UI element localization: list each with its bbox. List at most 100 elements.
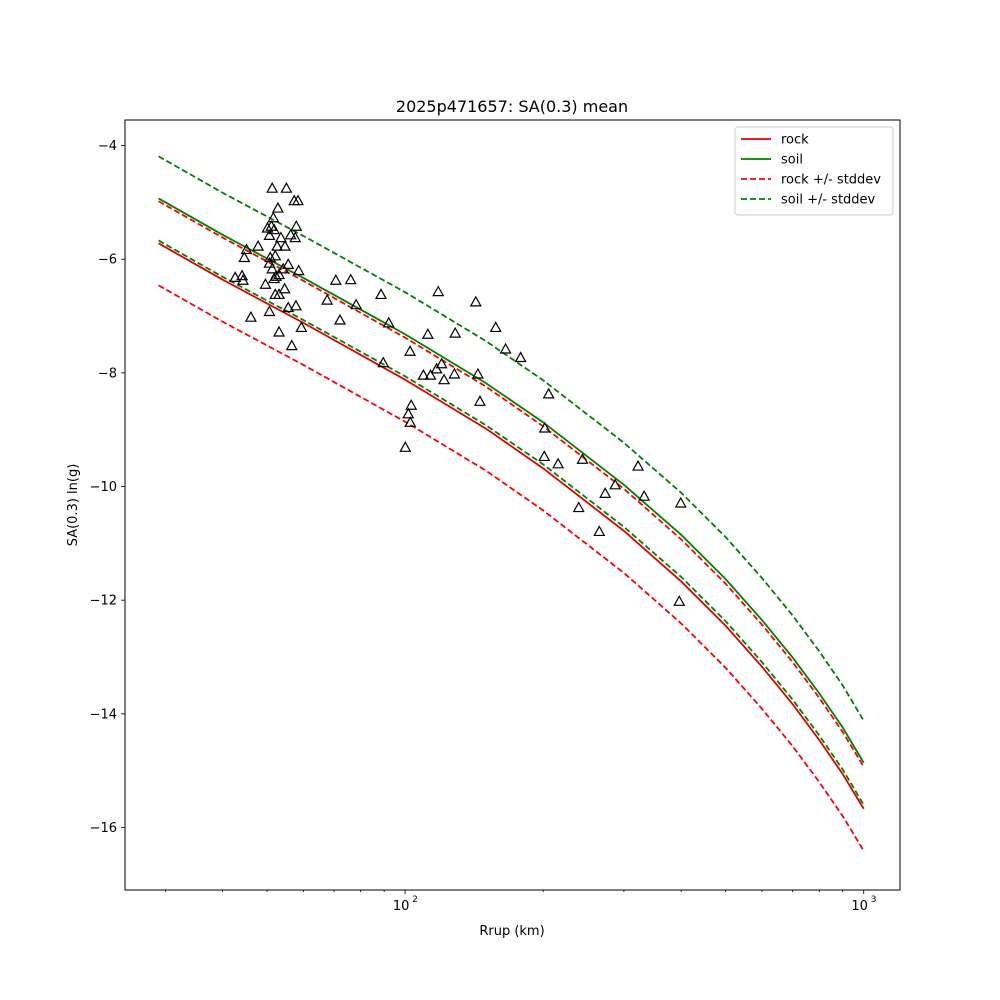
- observation-point-13: [289, 231, 302, 243]
- observation-point-39: [282, 301, 295, 313]
- observation-point-61: [430, 362, 443, 374]
- observation-point-70: [399, 441, 412, 452]
- observation-point-54: [449, 326, 462, 338]
- y-tick-label-6: −16: [90, 821, 117, 836]
- observation-point-56: [489, 321, 502, 333]
- observation-point-5: [267, 211, 280, 223]
- legend-label-3: soil +/- stddev: [781, 193, 876, 208]
- observation-point-48: [374, 288, 388, 300]
- series-line-2-lower: [158, 284, 865, 852]
- observation-point-55: [469, 295, 482, 307]
- observation-point-76: [632, 459, 645, 471]
- observation-point-53: [432, 285, 445, 297]
- observation-point-49: [382, 316, 395, 328]
- observation-point-65: [471, 367, 484, 379]
- observation-point-36: [321, 293, 334, 305]
- y-tick-label-0: −4: [98, 139, 117, 154]
- observation-point-67: [405, 399, 418, 410]
- observation-point-24: [282, 258, 295, 269]
- observation-point-73: [538, 450, 551, 462]
- observation-point-72: [538, 421, 551, 433]
- plot-background: [125, 120, 900, 890]
- observation-point-22: [266, 262, 279, 274]
- observation-point-31: [236, 274, 249, 285]
- observation-markers: [229, 181, 687, 606]
- observation-point-15: [278, 239, 291, 251]
- observation-point-41: [263, 305, 276, 317]
- observation-point-78: [599, 487, 612, 498]
- observation-point-68: [402, 407, 415, 419]
- observation-point-52: [421, 328, 434, 339]
- observation-point-1: [280, 181, 293, 193]
- observation-point-20: [269, 249, 282, 261]
- x-axis-ticks: 10 2 10 3: [164, 890, 877, 914]
- observation-point-79: [638, 489, 651, 501]
- y-tick-label-3: −10: [90, 480, 117, 495]
- observation-point-43: [295, 321, 308, 333]
- observation-point-18: [238, 251, 251, 263]
- legend-label-2: rock +/- stddev: [781, 173, 881, 188]
- observation-point-62: [435, 357, 448, 369]
- observation-point-28: [270, 270, 283, 281]
- observation-point-47: [333, 313, 346, 325]
- observation-point-50: [377, 356, 390, 368]
- observation-point-26: [273, 268, 286, 280]
- observation-point-44: [273, 325, 286, 337]
- observation-point-11: [274, 231, 287, 243]
- y-tick-label-5: −14: [90, 707, 117, 722]
- observation-point-33: [278, 282, 291, 294]
- y-tick-label-4: −12: [90, 594, 117, 609]
- observation-point-57: [499, 342, 512, 354]
- observation-point-0: [266, 181, 279, 193]
- observation-point-82: [593, 525, 606, 537]
- x-tick-exponent-1: 3: [871, 895, 877, 905]
- legend-label-0: rock: [781, 133, 809, 148]
- y-axis-ticks: −4 −6 −8 −10 −12 −14 −16: [90, 139, 125, 836]
- observation-point-71: [542, 387, 555, 399]
- legend-label-1: soil: [781, 153, 803, 168]
- observation-point-66: [473, 395, 486, 406]
- observation-point-45: [285, 339, 298, 351]
- observation-point-16: [252, 239, 265, 251]
- observation-point-80: [572, 501, 585, 513]
- observation-point-10: [263, 229, 276, 240]
- y-tick-label-2: −8: [98, 366, 117, 381]
- observation-point-75: [576, 453, 589, 464]
- series-line-1: [158, 197, 865, 764]
- y-tick-label-1: −6: [98, 253, 117, 268]
- observation-point-37: [329, 274, 342, 285]
- observation-point-81: [674, 496, 687, 508]
- observation-point-8: [268, 223, 281, 235]
- x-tick-label-1: 10: [851, 899, 868, 914]
- model-curves: [158, 155, 865, 852]
- observation-point-77: [609, 478, 622, 490]
- observation-point-51: [404, 345, 417, 356]
- observation-point-25: [292, 264, 305, 276]
- observation-point-38: [344, 273, 357, 285]
- observation-point-9: [290, 220, 303, 231]
- observation-point-19: [264, 251, 277, 263]
- observation-point-29: [236, 269, 249, 281]
- observation-point-4: [271, 201, 284, 213]
- observation-point-58: [514, 351, 527, 363]
- observation-point-21: [263, 256, 276, 268]
- observation-point-64: [448, 367, 461, 379]
- observation-point-46: [350, 298, 363, 310]
- series-line-2-upper: [158, 200, 865, 768]
- observation-point-63: [438, 373, 451, 385]
- observation-point-14: [271, 239, 284, 251]
- observation-point-32: [259, 277, 272, 289]
- observation-point-6: [261, 221, 274, 233]
- x-tick-label-0: 10: [393, 899, 410, 914]
- observation-point-35: [273, 288, 286, 300]
- observation-point-74: [552, 457, 565, 469]
- observation-point-3: [291, 194, 305, 206]
- observation-point-12: [284, 228, 297, 240]
- legend-box: [734, 126, 894, 216]
- series-line-3-lower: [158, 239, 865, 806]
- observation-point-69: [404, 416, 417, 427]
- series-line-3-upper: [158, 155, 865, 722]
- plot-frame: [124, 119, 901, 891]
- observation-point-42: [244, 310, 257, 322]
